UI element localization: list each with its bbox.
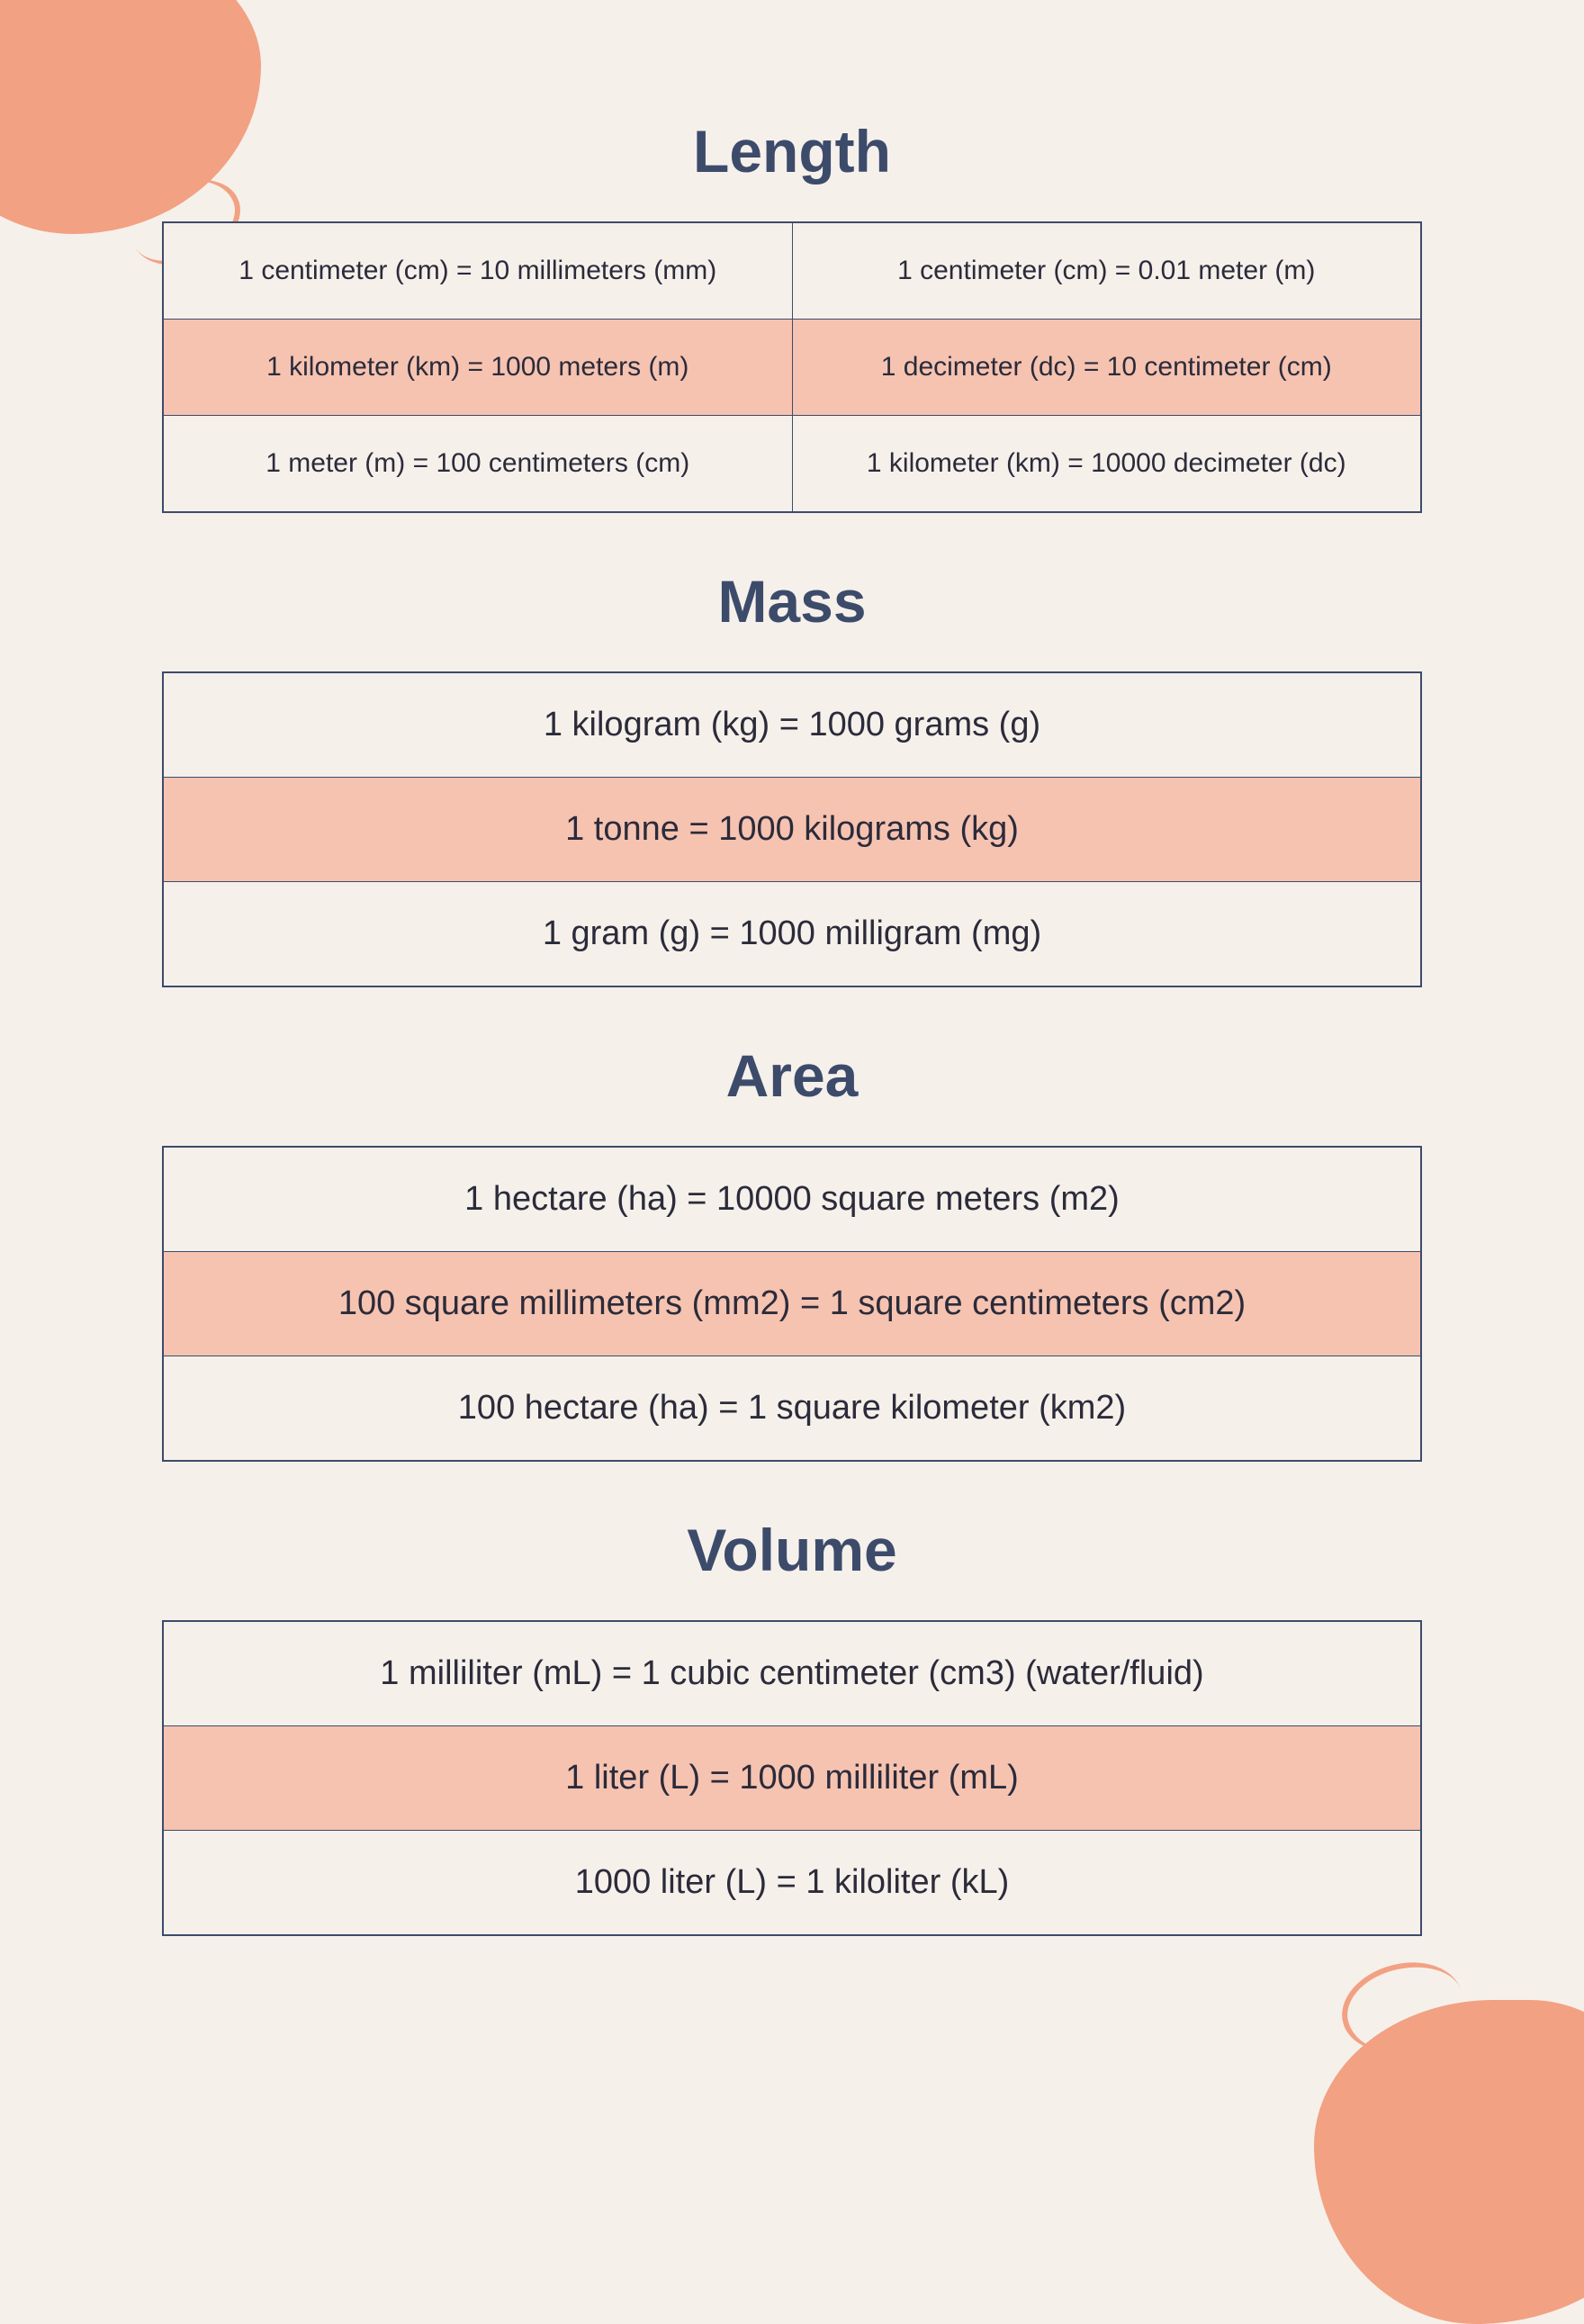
page-content: Length 1 centimeter (cm) = 10 millimeter… [0, 0, 1584, 2026]
table-cell: 1000 liter (L) = 1 kiloliter (kL) [163, 1831, 1421, 1936]
table-cell: 100 hectare (ha) = 1 square kilometer (k… [163, 1356, 1421, 1462]
decorative-blob-bottom [1314, 2000, 1584, 2324]
table-row: 1 kilometer (km) = 1000 meters (m) 1 dec… [163, 320, 1421, 416]
table-cell: 1 centimeter (cm) = 0.01 meter (m) [792, 222, 1421, 320]
table-row: 1 kilogram (kg) = 1000 grams (g) [163, 672, 1421, 778]
table-row: 100 hectare (ha) = 1 square kilometer (k… [163, 1356, 1421, 1462]
table-cell: 1 meter (m) = 100 centimeters (cm) [163, 416, 792, 513]
table-cell: 1 kilogram (kg) = 1000 grams (g) [163, 672, 1421, 778]
table-cell: 1 decimeter (dc) = 10 centimeter (cm) [792, 320, 1421, 416]
table-row: 1 milliliter (mL) = 1 cubic centimeter (… [163, 1621, 1421, 1726]
table-cell: 1 hectare (ha) = 10000 square meters (m2… [163, 1147, 1421, 1252]
table-cell: 1 gram (g) = 1000 milligram (mg) [163, 882, 1421, 987]
mass-table: 1 kilogram (kg) = 1000 grams (g) 1 tonne… [162, 671, 1422, 987]
length-title: Length [162, 117, 1422, 185]
table-cell: 100 square millimeters (mm2) = 1 square … [163, 1252, 1421, 1356]
area-title: Area [162, 1041, 1422, 1110]
table-row: 1 liter (L) = 1000 milliliter (mL) [163, 1726, 1421, 1831]
table-cell: 1 milliliter (mL) = 1 cubic centimeter (… [163, 1621, 1421, 1726]
volume-title: Volume [162, 1516, 1422, 1584]
length-table: 1 centimeter (cm) = 10 millimeters (mm) … [162, 221, 1422, 513]
table-cell: 1 tonne = 1000 kilograms (kg) [163, 778, 1421, 882]
table-row: 1 centimeter (cm) = 10 millimeters (mm) … [163, 222, 1421, 320]
table-cell: 1 kilometer (km) = 10000 decimeter (dc) [792, 416, 1421, 513]
table-row: 1 tonne = 1000 kilograms (kg) [163, 778, 1421, 882]
table-row: 1000 liter (L) = 1 kiloliter (kL) [163, 1831, 1421, 1936]
table-row: 1 gram (g) = 1000 milligram (mg) [163, 882, 1421, 987]
table-row: 1 meter (m) = 100 centimeters (cm) 1 kil… [163, 416, 1421, 513]
volume-table: 1 milliliter (mL) = 1 cubic centimeter (… [162, 1620, 1422, 1936]
table-cell: 1 kilometer (km) = 1000 meters (m) [163, 320, 792, 416]
table-row: 1 hectare (ha) = 10000 square meters (m2… [163, 1147, 1421, 1252]
table-cell: 1 centimeter (cm) = 10 millimeters (mm) [163, 222, 792, 320]
table-row: 100 square millimeters (mm2) = 1 square … [163, 1252, 1421, 1356]
mass-title: Mass [162, 567, 1422, 635]
area-table: 1 hectare (ha) = 10000 square meters (m2… [162, 1146, 1422, 1462]
table-cell: 1 liter (L) = 1000 milliliter (mL) [163, 1726, 1421, 1831]
